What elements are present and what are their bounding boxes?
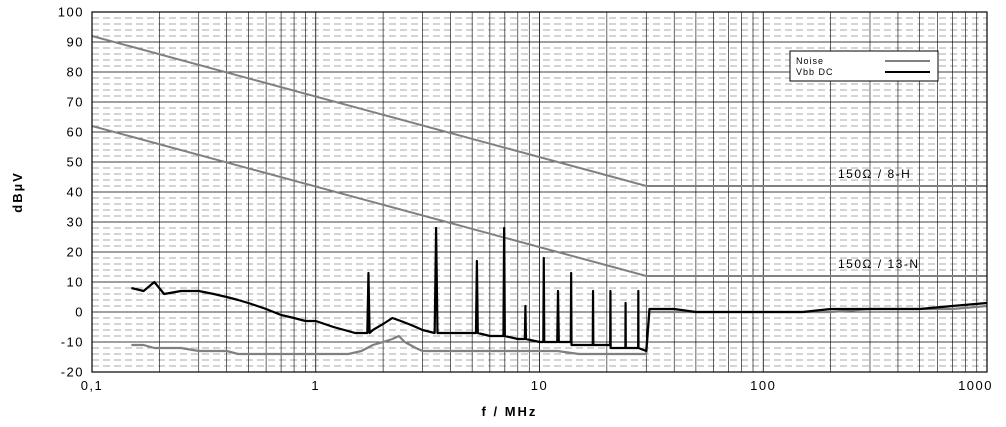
x-tick-label: 1000 [958,378,993,393]
x-axis-ticks: 0,1 1 10 100 1000 [81,378,993,393]
x-axis-title: f / MHz [482,404,538,419]
y-tick-label: 90 [67,35,84,50]
y-tick-label: 30 [67,215,84,230]
limit-line-label-0: 150Ω / 8-H [838,167,911,181]
limit-lines [91,35,987,277]
y-tick-label: 0 [75,305,84,320]
y-tick-label: 60 [67,125,84,140]
y-tick-label: 20 [67,245,84,260]
x-tick-label: 10 [531,378,548,393]
y-tick-label: 70 [67,95,84,110]
x-tick-label: 0,1 [81,378,104,393]
legend-label-noise: Noise [796,56,824,66]
limit-line-0 [91,35,987,187]
y-tick-label: -20 [61,365,84,380]
limit-line-labels: 150Ω / 8-H 150Ω / 13-N [838,167,920,271]
data-series [131,226,988,356]
x-tick-label: 100 [750,378,776,393]
legend-label-vbb-dc: Vbb DC [796,67,834,77]
y-tick-label: 10 [67,275,84,290]
y-tick-label: 80 [67,65,84,80]
limit-line-1 [91,125,987,277]
y-tick-label: -10 [61,335,84,350]
y-tick-label: 40 [67,185,84,200]
limit-line-label-1: 150Ω / 13-N [838,257,920,271]
plot-frame [91,11,988,373]
y-axis-ticks: -20 -10 0 10 20 30 40 50 60 70 80 90 100 [58,5,84,380]
series-line-vbb-dc [131,226,988,353]
y-axis-title: dBµV [10,171,25,213]
y-tick-label: 100 [58,5,84,20]
legend-box [789,50,939,82]
legend: Noise Vbb DC [789,50,939,82]
grid [91,11,987,373]
x-tick-label: 1 [311,378,320,393]
y-tick-label: 50 [67,155,84,170]
